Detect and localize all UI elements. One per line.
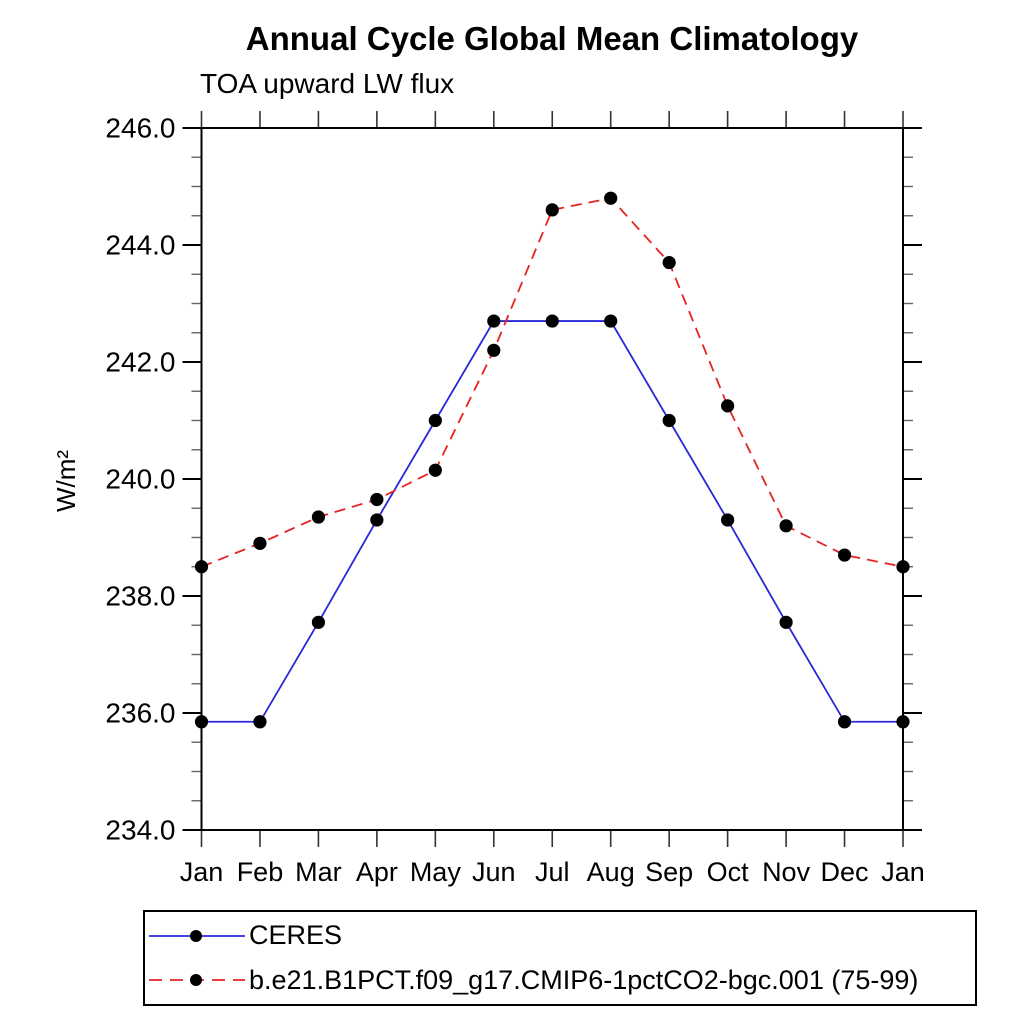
x-tick-label: Jul bbox=[535, 857, 570, 887]
series-marker-1 bbox=[837, 548, 852, 562]
legend-line-sample-solid bbox=[149, 929, 245, 942]
series-marker-0 bbox=[194, 715, 209, 729]
y-tick-label: 234.0 bbox=[105, 815, 175, 846]
x-tick-label: Jan bbox=[180, 857, 224, 887]
y-tick-label: 246.0 bbox=[105, 113, 175, 144]
x-tick-label: Oct bbox=[707, 857, 750, 887]
x-tick-label: Jan bbox=[881, 857, 925, 887]
x-tick-label: Dec bbox=[821, 857, 869, 887]
series-marker-0 bbox=[545, 314, 559, 328]
x-tick-label: Sep bbox=[645, 857, 693, 887]
series-marker-0 bbox=[837, 715, 852, 729]
legend-line-sample-dashed bbox=[149, 974, 245, 987]
series-marker-1 bbox=[779, 519, 793, 533]
y-tick-label: 244.0 bbox=[105, 230, 175, 261]
series-marker-0 bbox=[604, 314, 618, 328]
series-marker-0 bbox=[370, 513, 384, 527]
y-tick-label: 242.0 bbox=[105, 347, 175, 378]
series-marker-1 bbox=[194, 560, 209, 574]
series-marker-1 bbox=[428, 463, 442, 477]
series-marker-0 bbox=[487, 314, 501, 328]
series-marker-1 bbox=[311, 510, 326, 524]
legend-row-model: b.e21.B1PCT.f09_g17.CMIP6-1pctCO2-bgc.00… bbox=[147, 959, 975, 1001]
series-marker-1 bbox=[721, 399, 735, 413]
series-marker-0 bbox=[428, 413, 442, 428]
series-marker-1 bbox=[545, 203, 559, 217]
series-line-1 bbox=[201, 197, 904, 568]
series-marker-0 bbox=[662, 413, 676, 428]
legend-box: CERES b.e21.B1PCT.f09_g17.CMIP6-1pctCO2-… bbox=[143, 910, 977, 1006]
series-marker-1 bbox=[370, 492, 384, 507]
x-tick-label: Feb bbox=[237, 857, 284, 887]
series-marker-0 bbox=[896, 715, 910, 729]
series-marker-0 bbox=[311, 615, 326, 629]
plot-frame bbox=[200, 127, 904, 831]
x-tick-label: Aug bbox=[587, 857, 635, 887]
x-tick-label: Apr bbox=[356, 857, 398, 887]
series-marker-1 bbox=[487, 343, 501, 357]
chart-subtitle: TOA upward LW flux bbox=[200, 68, 455, 99]
series-marker-0 bbox=[721, 513, 735, 527]
series-marker-1 bbox=[896, 560, 910, 574]
series-marker-0 bbox=[253, 715, 267, 729]
series-marker-1 bbox=[253, 536, 267, 550]
legend-row-ceres: CERES bbox=[147, 915, 975, 957]
y-tick-label: 236.0 bbox=[105, 698, 175, 729]
x-tick-label: Nov bbox=[762, 857, 811, 887]
series-marker-1 bbox=[662, 255, 676, 270]
legend-sample-marker bbox=[190, 974, 202, 987]
x-tick-label: Jun bbox=[472, 857, 516, 887]
y-tick-label: 238.0 bbox=[105, 581, 175, 612]
series-marker-0 bbox=[779, 615, 793, 629]
y-tick-label: 240.0 bbox=[105, 464, 175, 495]
legend-sample-marker bbox=[190, 929, 202, 942]
x-tick-label: Mar bbox=[295, 857, 342, 887]
legend-label-ceres: CERES bbox=[249, 920, 343, 951]
legend-label-model: b.e21.B1PCT.f09_g17.CMIP6-1pctCO2-bgc.00… bbox=[249, 964, 919, 995]
x-tick-label: May bbox=[410, 857, 462, 887]
series-marker-1 bbox=[604, 191, 618, 205]
chart-title: Annual Cycle Global Mean Climatology bbox=[245, 20, 859, 57]
